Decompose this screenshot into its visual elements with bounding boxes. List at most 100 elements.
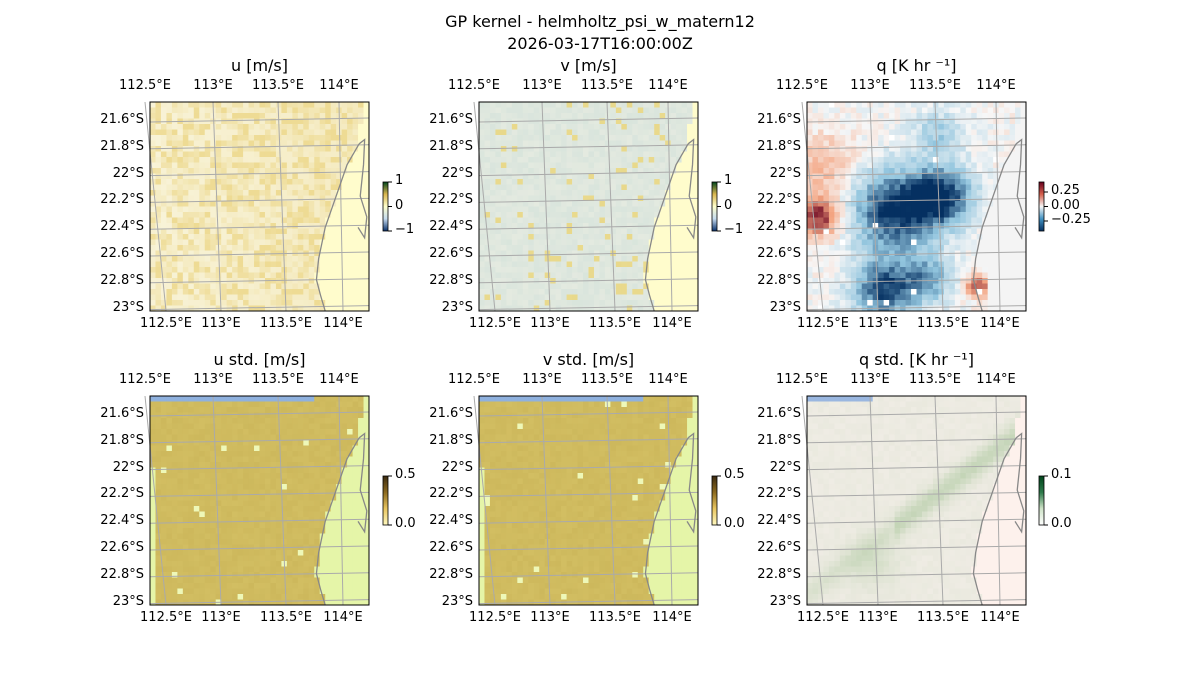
heatmap-cell	[286, 190, 293, 196]
heatmap-cell	[555, 212, 562, 218]
heatmap-cell	[341, 300, 348, 306]
heatmap-cell	[522, 294, 529, 301]
heatmap-cell	[297, 146, 304, 152]
heatmap-cell	[210, 418, 217, 424]
heatmap-cell	[259, 157, 266, 163]
heatmap-cell	[659, 245, 666, 251]
heatmap-cell	[566, 267, 573, 273]
heatmap-cell	[566, 245, 573, 251]
heatmap-cell	[927, 157, 934, 163]
heatmap-cell	[911, 118, 917, 125]
heatmap-cell	[358, 300, 365, 306]
heatmap-cell	[308, 135, 315, 141]
heatmap-cell	[182, 294, 189, 301]
heatmap-cell	[905, 162, 912, 169]
heatmap-cell	[352, 228, 359, 235]
heatmap-cell	[670, 217, 677, 224]
heatmap-cell	[954, 228, 961, 235]
heatmap-cell	[363, 300, 370, 306]
heatmap-cell	[867, 234, 874, 240]
heatmap-cell	[665, 157, 672, 163]
heatmap-cell	[308, 184, 315, 191]
heatmap-cell	[807, 113, 813, 119]
heatmap-cell	[221, 228, 228, 235]
heatmap-cell	[839, 140, 846, 147]
heatmap-cell	[232, 217, 239, 224]
heatmap-cell	[839, 179, 846, 185]
heatmap-cell	[155, 294, 162, 301]
heatmap-cell	[566, 140, 573, 147]
heatmap-cell	[954, 190, 961, 196]
heatmap-cell	[615, 195, 622, 202]
heatmap-cell	[281, 234, 288, 240]
heatmap-cell	[921, 300, 928, 306]
heatmap-cell	[550, 256, 557, 262]
heatmap-cell	[358, 434, 365, 441]
heatmap-cell	[807, 272, 813, 279]
heatmap-cell	[193, 102, 200, 108]
heatmap-cell	[166, 234, 173, 240]
heatmap-cell	[511, 283, 518, 290]
heatmap-cell	[352, 212, 359, 218]
heatmap-cell	[160, 217, 167, 224]
heatmap-cell	[303, 113, 310, 119]
heatmap-cell	[150, 135, 156, 141]
heatmap-cell	[270, 135, 277, 141]
heatmap-cell	[960, 256, 967, 262]
heatmap-cell	[539, 124, 546, 130]
heatmap-cell	[665, 283, 672, 290]
heatmap-cell	[670, 239, 677, 246]
heatmap-cell	[593, 289, 600, 295]
heatmap-cell	[976, 124, 983, 130]
heatmap-cell	[637, 245, 644, 251]
heatmap-cell	[938, 190, 945, 196]
heatmap-cell	[927, 256, 934, 262]
heatmap-cell	[927, 245, 934, 251]
heatmap-cell	[489, 195, 496, 202]
heatmap-cell	[1009, 234, 1016, 240]
heatmap-cell	[583, 300, 589, 306]
heatmap-cell	[363, 129, 370, 136]
heatmap-cell	[303, 289, 310, 295]
heatmap-cell	[867, 272, 874, 279]
heatmap-cell	[182, 107, 189, 114]
heatmap-cell	[850, 206, 857, 213]
heatmap-cell	[522, 239, 529, 246]
heatmap-cell	[259, 146, 266, 152]
heatmap-cell	[834, 135, 841, 141]
heatmap-cell	[993, 261, 1000, 268]
heatmap-cell	[670, 124, 677, 130]
heatmap-cell	[358, 440, 365, 446]
heatmap-cell	[550, 135, 557, 141]
heatmap-cell	[259, 217, 266, 224]
heatmap-cell	[911, 283, 917, 290]
heatmap-cell	[637, 146, 644, 152]
heatmap-cell	[588, 190, 595, 196]
heatmap-cell	[878, 157, 885, 163]
heatmap-cell	[358, 168, 365, 174]
heatmap-cell	[861, 228, 868, 235]
heatmap-cell	[204, 267, 211, 273]
heatmap-cell	[687, 118, 694, 125]
heatmap-cell	[577, 223, 584, 229]
heatmap-cell	[604, 245, 611, 251]
heatmap-cell	[489, 256, 496, 262]
heatmap-cell	[489, 190, 496, 196]
heatmap-cell	[226, 234, 233, 240]
heatmap-cell	[303, 151, 310, 158]
heatmap-cell	[204, 278, 211, 284]
heatmap-cell	[982, 168, 989, 174]
heatmap-cell	[916, 217, 923, 224]
heatmap-cell	[243, 151, 250, 158]
heatmap-cell	[927, 173, 934, 180]
heatmap-cell	[588, 173, 595, 180]
heatmap-cell	[204, 212, 211, 218]
heatmap-cell	[297, 434, 304, 441]
heatmap-cell	[998, 102, 1005, 108]
heatmap-cell	[883, 190, 890, 196]
heatmap-cell	[341, 228, 348, 235]
heatmap-cell	[965, 157, 972, 163]
heatmap-cell	[987, 228, 994, 235]
heatmap-cell	[856, 206, 863, 213]
heatmap-cell	[495, 283, 502, 290]
